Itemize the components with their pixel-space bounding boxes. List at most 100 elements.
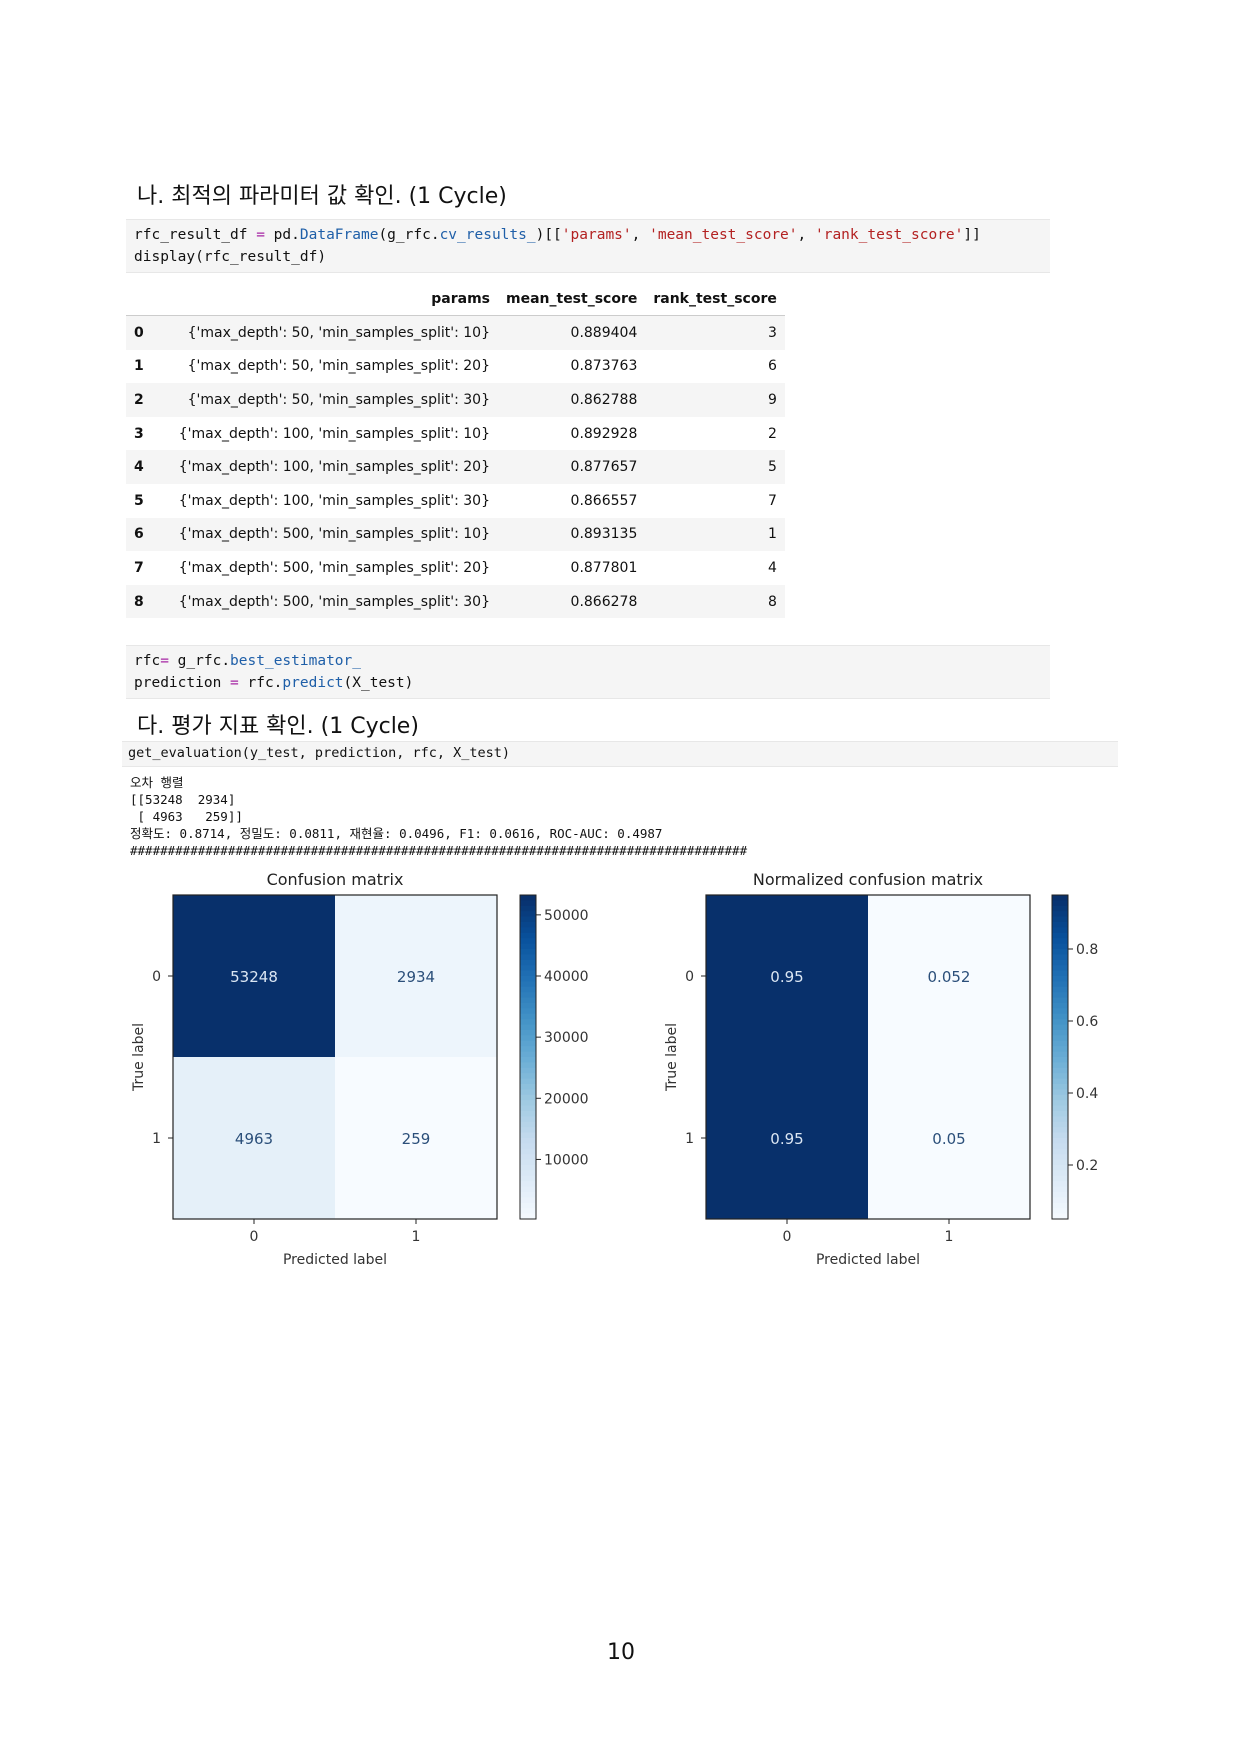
colorbar-tick-label: 0.2 (1076, 1158, 1098, 1174)
colorbar-segment (1052, 965, 1068, 972)
row-rank: 7 (767, 492, 777, 509)
colorbar-segment (520, 938, 536, 945)
colorbar-segment (1052, 1175, 1068, 1182)
row-mean-score: 0.873763 (570, 358, 638, 375)
colorbar-segment (1052, 932, 1068, 939)
colorbar-segment (1052, 1062, 1068, 1069)
colorbar-segment (520, 1067, 536, 1074)
plot-frame (172, 894, 498, 1220)
cell-value-label: 0.05 (932, 1130, 965, 1148)
colorbar-segment (520, 1213, 536, 1220)
colorbar-segment (520, 900, 536, 907)
colorbar-segment (520, 1165, 536, 1171)
colorbar-segment (1052, 1003, 1068, 1009)
colorbar-segment (1052, 1213, 1068, 1220)
colorbar-segment (1052, 905, 1068, 912)
table-header-rank: rank_test_score (645, 283, 785, 316)
colorbar-tick-label: 0.6 (1076, 1014, 1098, 1030)
colorbar-segment (520, 986, 536, 993)
code-cell-best-estimator[interactable]: rfc= g_rfc.best_estimator_ prediction = … (126, 645, 1050, 699)
cell-value-label: 53248 (230, 968, 278, 986)
colorbar-segment (520, 1078, 536, 1085)
colorbar-segment (1052, 1067, 1068, 1074)
row-mean-score: 0.866278 (498, 584, 646, 619)
colorbar-segment (1052, 1116, 1068, 1123)
colorbar-segment (1052, 916, 1068, 923)
heatmap-cell (868, 895, 1030, 1057)
evaluation-output: 오차 행렬 [[53248 2934] [ 4963 259]] 정확도: 0.… (130, 774, 747, 859)
row-rank: 5 (645, 450, 785, 484)
code-operator: = (160, 653, 169, 669)
colorbar-segment (520, 1062, 536, 1069)
colorbar-segment (520, 1170, 536, 1177)
colorbar-segment (1052, 1143, 1068, 1150)
colorbar-segment (520, 1051, 536, 1058)
table-row: 8 {'max_depth': 500, 'min_samples_split'… (126, 584, 785, 619)
colorbar-segment (1052, 1148, 1068, 1155)
code-text: rfc. (238, 675, 283, 691)
colorbar-segment (520, 932, 536, 939)
code-cell-dataframe[interactable]: rfc_result_df = pd.DataFrame(g_rfc.cv_re… (126, 219, 1050, 273)
colorbar-segment (520, 1121, 536, 1128)
colorbar-segment (1052, 1084, 1068, 1090)
output-line: [[53248 2934] (130, 792, 236, 807)
colorbar-segment (520, 1024, 536, 1031)
table-header-row: params mean_test_score rank_test_score (126, 283, 785, 316)
row-params: {'max_depth': 100, 'min_samples_split': … (162, 450, 498, 484)
code-string: 'mean_test_score' (649, 227, 798, 243)
y-tick-label: 1 (152, 1131, 161, 1147)
colorbar-segment (1052, 1024, 1068, 1031)
output-line: [ 4963 259]] (130, 809, 243, 824)
colorbar-segment (520, 992, 536, 999)
heatmap-cell (868, 1057, 1030, 1219)
colorbar-tick-label: 30000 (544, 1030, 589, 1046)
colorbar-segment (1052, 1127, 1068, 1134)
colorbar-segment (520, 959, 536, 966)
row-mean-score: 0.866557 (570, 492, 638, 509)
row-mean-score: 0.889404 (498, 315, 646, 350)
row-index: 3 (134, 425, 144, 442)
colorbar-segment (1052, 900, 1068, 907)
code-text: , (797, 227, 815, 243)
row-params: {'max_depth': 500, 'min_samples_split': … (162, 517, 498, 552)
cell-value-label: 2934 (397, 968, 435, 986)
colorbar-segment (1052, 976, 1068, 982)
colorbar-segment (1052, 927, 1068, 934)
row-rank: 1 (645, 517, 785, 552)
colorbar-segment (520, 1040, 536, 1047)
table-row: 2 {'max_depth': 50, 'min_samples_split':… (126, 383, 785, 417)
colorbar-tick-label: 20000 (544, 1091, 589, 1107)
output-line: 정확도: 0.8714, 정밀도: 0.0811, 재현율: 0.0496, F… (130, 826, 663, 841)
x-tick-label: 0 (250, 1229, 259, 1245)
code-text: g_rfc. (168, 653, 231, 669)
colorbar-segment (1052, 1111, 1068, 1117)
cell-value-label: 4963 (235, 1130, 273, 1148)
colorbar-segment (520, 1197, 536, 1204)
colorbar-segment (1052, 1013, 1068, 1020)
code-text: ]] (963, 227, 981, 243)
colorbar-segment (1052, 1154, 1068, 1161)
colorbar-segment (1052, 970, 1068, 977)
heatmap-cell (706, 895, 868, 1057)
colorbar-segment (520, 1013, 536, 1020)
colorbar-segment (1052, 1008, 1068, 1015)
colorbar-segment (520, 1003, 536, 1009)
row-rank: 4 (767, 559, 777, 576)
colorbar-segment (1052, 1170, 1068, 1177)
colorbar-segment (1052, 981, 1068, 988)
x-tick-label: 1 (412, 1229, 421, 1245)
colorbar-tick-label: 50000 (544, 908, 589, 924)
colorbar-tick-label: 40000 (544, 969, 589, 985)
code-text: , (631, 227, 650, 243)
row-params: {'max_depth': 500, 'min_samples_split': … (162, 584, 498, 619)
colorbar-frame (519, 894, 537, 1220)
colorbar-frame (1051, 894, 1069, 1220)
colorbar-segment (520, 1159, 536, 1166)
table-row: 1 {'max_depth': 50, 'min_samples_split':… (126, 350, 785, 384)
section-title-evaluation: 다. 평가 지표 확인. (1 Cycle) (137, 714, 419, 739)
y-tick-label: 0 (685, 969, 694, 985)
colorbar-segment (520, 1148, 536, 1155)
code-string: 'params' (561, 227, 632, 243)
colorbar-segment (520, 981, 536, 988)
code-cell-get-evaluation[interactable]: get_evaluation(y_test, prediction, rfc, … (122, 741, 1118, 767)
